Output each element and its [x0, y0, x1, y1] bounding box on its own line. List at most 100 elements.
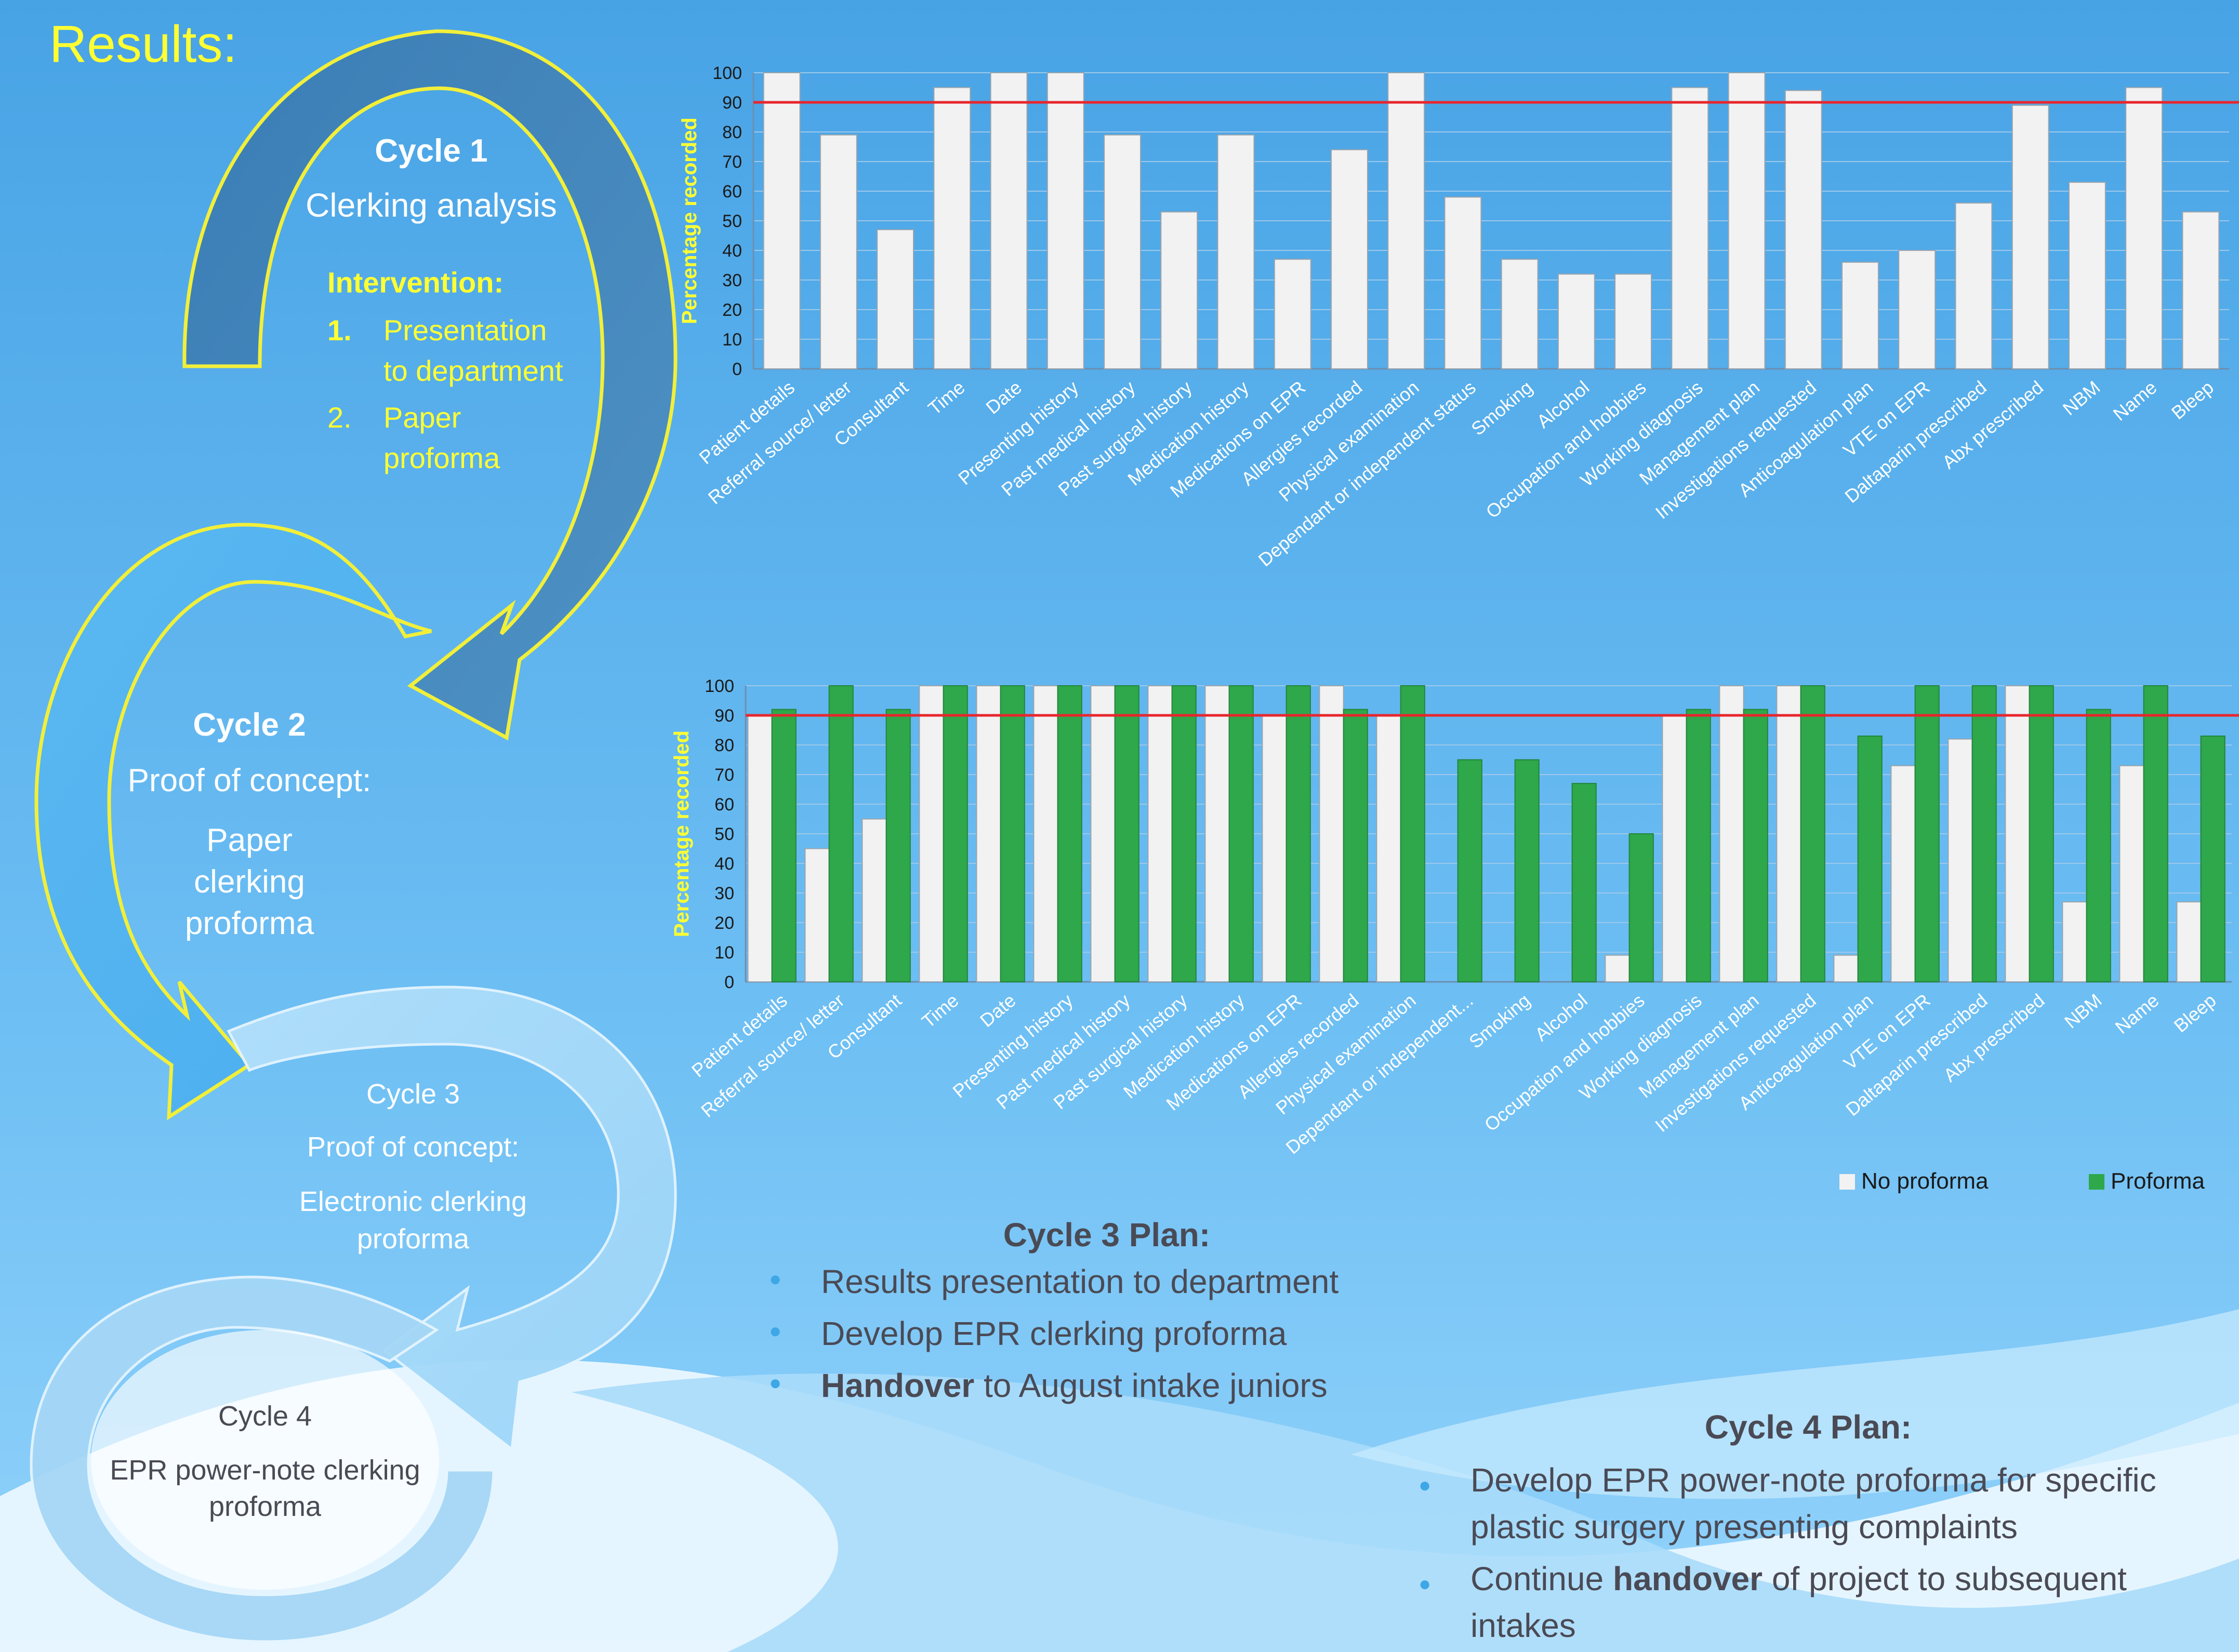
bullet-icon: ● [769, 1268, 782, 1290]
bar-no-proforma [747, 715, 773, 982]
bullet-icon: ● [1419, 1573, 1432, 1595]
bar-proforma [1686, 709, 1711, 983]
bar-proforma [1743, 709, 1768, 983]
cycle-4-plan: Cycle 4 Plan: ● Develop EPR power-note p… [1419, 1408, 2219, 1649]
bar-proforma [1343, 709, 1368, 983]
bar-proforma [2143, 685, 2168, 982]
legend-swatch [2089, 1174, 2104, 1190]
bar-no-proforma [1605, 954, 1630, 983]
chart-2-proforma-comparison: 0 10 20 30 40 50 60 70 80 90 100 Percentage recorde… [670, 676, 2239, 1194]
x-tick-label: NBM [2059, 377, 2104, 420]
y-tick-label: 80 [714, 736, 734, 755]
bar-no-proforma [1090, 685, 1116, 982]
bar-no-proforma [1947, 738, 1973, 982]
bullet-icon: ● [769, 1371, 782, 1394]
cycle-4-plan-heading: Cycle 4 Plan: [1704, 1408, 1912, 1446]
cycle-1-arrow [182, 29, 678, 741]
x-tick-label: Bleep [2167, 377, 2218, 424]
cycle-1-label: Cycle 1 Clerking analysis [291, 132, 572, 224]
bar-no-proforma [763, 72, 801, 369]
bar-proforma [1171, 685, 1197, 982]
y-tick-label: 10 [714, 943, 734, 963]
bar-no-proforma [1046, 72, 1084, 369]
cycle-3-label: Cycle 3 Proof of concept: Electronic cle… [260, 1078, 566, 1258]
bar-no-proforma [819, 134, 857, 369]
bar-no-proforma [1274, 259, 1311, 369]
y-tick-label: 40 [722, 241, 742, 261]
bar-no-proforma [1147, 685, 1173, 982]
intervention-item: 2. Paper proforma [327, 397, 577, 478]
bar-no-proforma [862, 818, 887, 982]
bar-no-proforma [1557, 273, 1595, 369]
plan-item-bold: Handover [821, 1367, 975, 1404]
y-tick-label: 20 [714, 913, 734, 933]
bar-proforma [1457, 759, 1482, 982]
cycle-2-label: Cycle 2 Proof of concept: Paper clerking… [94, 707, 405, 944]
bar-no-proforma [1833, 954, 1859, 983]
bar-no-proforma [1662, 715, 1687, 982]
bar-proforma [2029, 685, 2054, 982]
bar-proforma [943, 685, 968, 982]
cycle-4-label: Cycle 4 EPR power-note clerking proforma [88, 1400, 442, 1525]
bar-no-proforma [1217, 134, 1255, 369]
cycle-2-arrow [34, 523, 432, 1121]
plan-item-post: Develop EPR power-note proforma for spec… [1470, 1461, 2156, 1546]
bar-no-proforma [2182, 211, 2220, 369]
bar-no-proforma [877, 229, 915, 369]
bar-no-proforma [2062, 901, 2087, 982]
x-tick-label: Smoking [1465, 990, 1534, 1053]
bar-no-proforma [1890, 765, 1916, 982]
y-tick-label: 20 [722, 300, 742, 320]
bar-proforma [1971, 685, 1997, 982]
bar-proforma [1400, 685, 1425, 982]
plan-item: ● Results presentation to department [769, 1262, 1496, 1301]
bar-proforma [1514, 759, 1540, 982]
bar-no-proforma [2005, 685, 2030, 982]
y-tick-label: 10 [722, 330, 742, 350]
plan-item-pre: Continue [1470, 1560, 1613, 1597]
y-tick-label: 30 [722, 271, 742, 290]
intervention-item-number: 1. [327, 314, 352, 347]
bar-no-proforma [919, 685, 944, 982]
plan-item: ● Develop EPR clerking proforma [769, 1314, 1496, 1353]
bar-no-proforma [1387, 72, 1425, 369]
bar-no-proforma [2011, 104, 2049, 369]
y-tick-label: 0 [724, 972, 734, 992]
x-tick-label: Abx prescribed [1938, 377, 2047, 473]
intervention-item: 1. Presentation to department [327, 310, 577, 391]
cycle-2-line2: Paper clerking proforma [184, 822, 314, 941]
plan-item-text: Handover to August intake juniors [821, 1366, 1328, 1405]
plan-item-post: Results presentation to department [821, 1263, 1339, 1300]
x-tick-label: Patient details [687, 990, 791, 1082]
bar-no-proforma [804, 848, 830, 982]
bar-no-proforma [1262, 715, 1287, 982]
bullet-icon: ● [769, 1320, 782, 1342]
bar-proforma [2086, 709, 2111, 983]
cycle-arrows-graphic [30, 29, 678, 1643]
bar-no-proforma [1841, 261, 1879, 369]
bar-proforma [828, 685, 854, 982]
bar-no-proforma [1444, 196, 1482, 369]
y-tick-label: 40 [714, 854, 734, 874]
intervention-item-number: 2. [327, 401, 352, 434]
bar-no-proforma [1319, 685, 1344, 982]
intervention-item-text: Paper proforma [383, 401, 500, 474]
bar-proforma [1857, 735, 1883, 983]
plan-item-text: Develop EPR power-note proforma for spec… [1470, 1457, 2219, 1550]
x-tick-label: Smoking [1467, 377, 1536, 439]
y-tick-label: 60 [722, 182, 742, 202]
plan-item-text: Continue handover of project to subseque… [1470, 1555, 2219, 1649]
plan-item-text: Results presentation to department [821, 1262, 1339, 1301]
cycle-1-heading: Cycle 1 [375, 133, 488, 169]
y-axis-label: Percentage recorded [678, 117, 701, 324]
x-tick-label: Date [976, 990, 1020, 1031]
bar-no-proforma [2125, 87, 2163, 369]
legend-entry: No proforma [1861, 1168, 1989, 1194]
intervention-heading: Intervention: [327, 266, 504, 299]
y-tick-label: 70 [714, 765, 734, 785]
bar-proforma [1914, 685, 1940, 982]
bar-no-proforma [1614, 273, 1652, 369]
bar-proforma [1000, 685, 1025, 982]
legend-swatch [1839, 1174, 1855, 1190]
bar-no-proforma [1784, 90, 1822, 369]
